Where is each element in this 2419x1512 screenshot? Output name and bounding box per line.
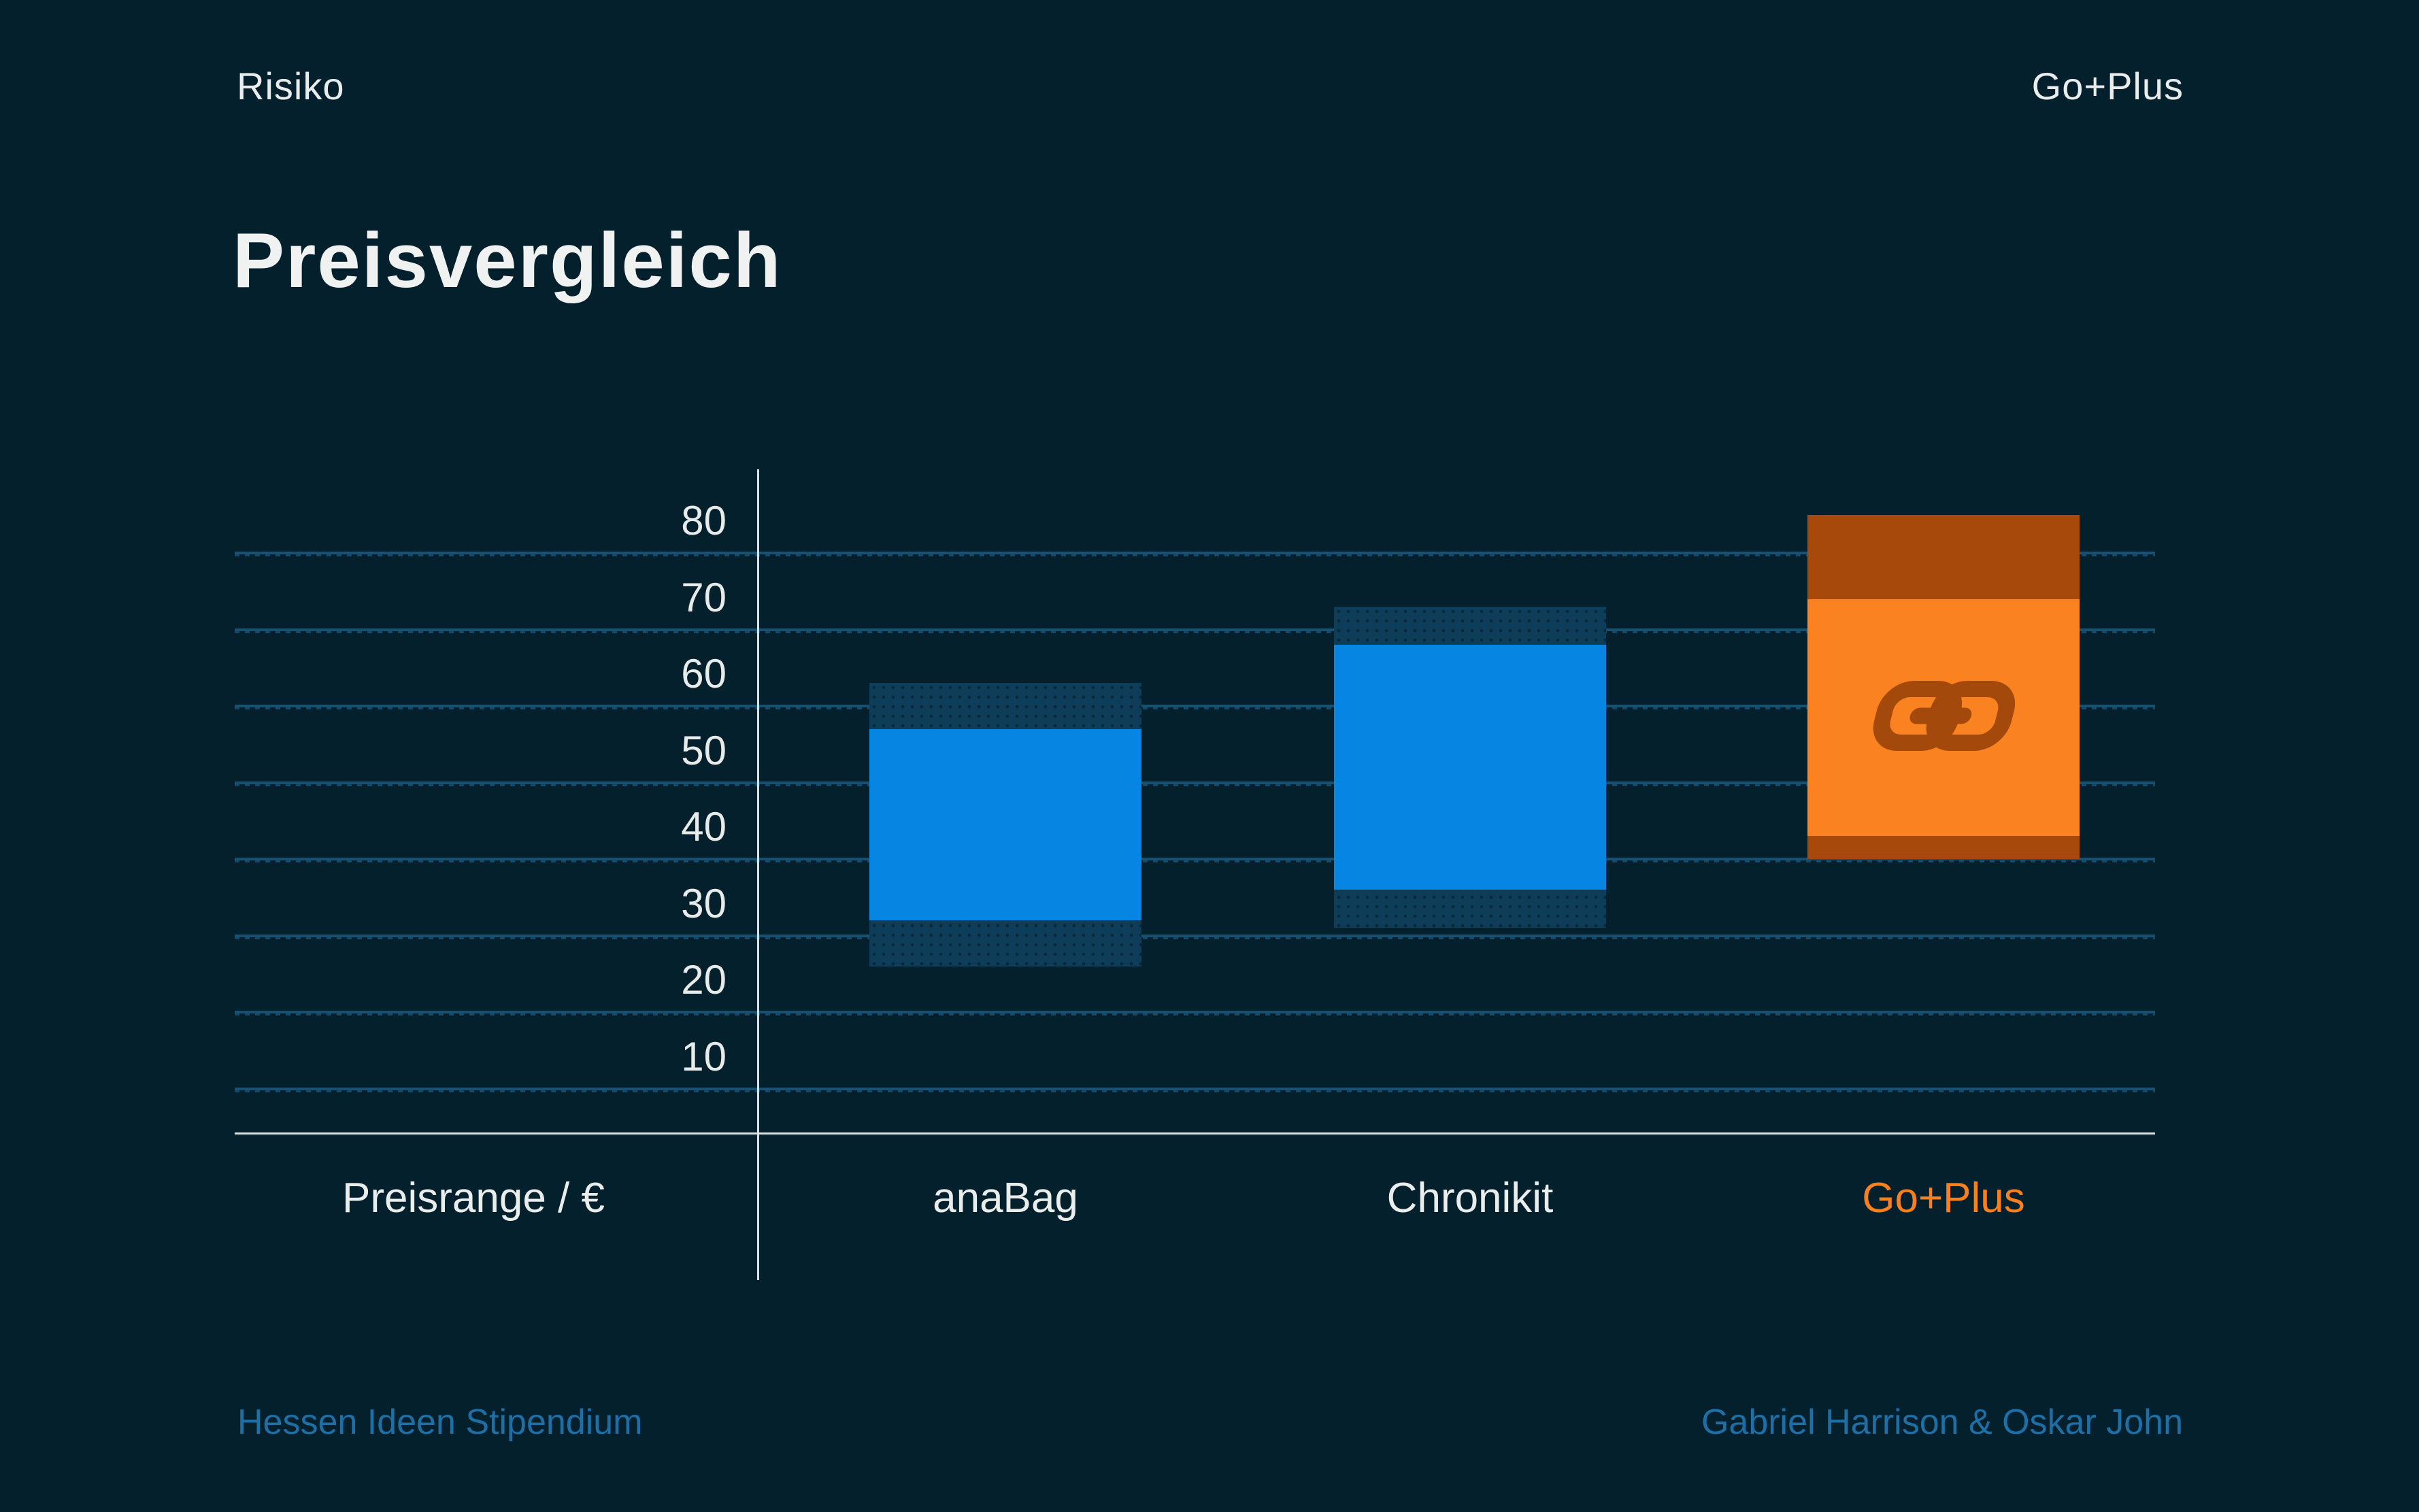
go-logo-icon	[1873, 681, 2016, 751]
y-tick-label: 60	[681, 651, 727, 696]
gridline-60	[235, 705, 2155, 709]
y-tick-label: 30	[681, 880, 727, 926]
category-label-chronikit: Chronikit	[1386, 1175, 1554, 1222]
gridline-30	[235, 934, 2155, 939]
bar-inner-range	[869, 728, 1141, 920]
x-axis-line	[235, 1132, 2155, 1135]
x-axis-title: Preisrange / €	[342, 1175, 605, 1222]
gridline-10	[235, 1087, 2155, 1092]
header-section-label: Risiko	[237, 65, 345, 107]
go-logo	[1872, 680, 2016, 752]
gridline-40	[235, 858, 2155, 862]
y-tick-label: 50	[681, 727, 727, 773]
footer-credit-right: Gabriel Harrison & Oskar John	[1701, 1402, 2183, 1442]
gridline-20	[235, 1011, 2155, 1015]
footer-credit-left: Hessen Ideen Stipendium	[237, 1402, 643, 1442]
bar-inner-range	[1334, 645, 1606, 890]
y-axis-line	[757, 469, 759, 1280]
y-tick-label: 10	[681, 1033, 727, 1079]
y-tick-label: 80	[681, 498, 727, 543]
gridline-80	[235, 552, 2155, 556]
page-title: Preisvergleich	[233, 218, 782, 304]
y-tick-label: 70	[681, 574, 727, 620]
category-label-go-plus: Go+Plus	[1862, 1175, 2025, 1222]
header-brand-label: Go+Plus	[2031, 65, 2184, 107]
category-label-anabag: anaBag	[933, 1175, 1078, 1222]
y-tick-label: 20	[681, 957, 727, 1003]
gridline-70	[235, 628, 2155, 633]
y-tick-label: 40	[681, 804, 727, 850]
gridline-50	[235, 781, 2155, 786]
